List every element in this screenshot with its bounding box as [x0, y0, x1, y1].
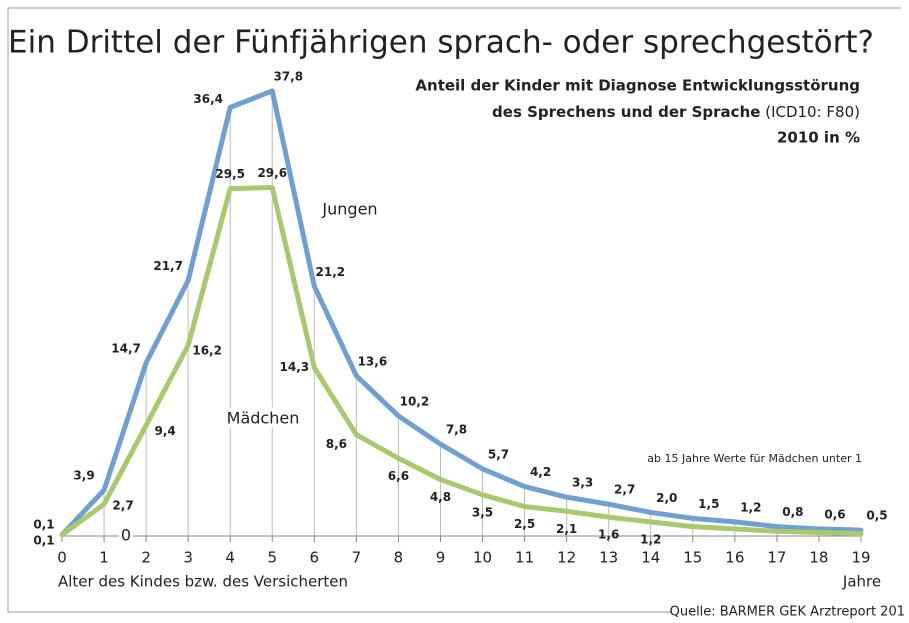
data-label: 2,7 — [112, 499, 133, 513]
data-label: 3,9 — [73, 469, 94, 483]
x-tick-label: 7 — [352, 549, 362, 567]
x-tick-label: 19 — [851, 549, 870, 567]
subtitle: des Sprechens und der Sprache — [492, 103, 760, 121]
x-tick-label: 1 — [99, 549, 109, 567]
x-tick-label: 16 — [725, 549, 744, 567]
x-tick-label: 4 — [225, 549, 235, 567]
data-label: 2,1 — [556, 522, 577, 536]
data-label: 10,2 — [400, 394, 430, 408]
x-axis-label: Alter des Kindes bzw. des Versicherten — [58, 573, 348, 591]
x-tick-label: 3 — [183, 549, 193, 567]
x-tick-label: 9 — [436, 549, 446, 567]
x-tick-label: 0 — [57, 549, 67, 567]
data-label: 0,8 — [782, 505, 803, 519]
x-tick-label: 13 — [599, 549, 618, 567]
series-label: Mädchen — [227, 409, 300, 428]
x-tick-label: 2 — [141, 549, 151, 567]
x-tick-label: 15 — [683, 549, 702, 567]
data-label: 16,2 — [192, 344, 222, 358]
x-axis-unit: Jahre — [842, 573, 881, 591]
data-label: 9,4 — [154, 424, 175, 438]
data-label: 21,2 — [316, 265, 346, 279]
data-label: 4,8 — [430, 490, 451, 504]
x-tick-label: 6 — [310, 549, 320, 567]
x-tick-label: 18 — [809, 549, 828, 567]
data-line — [59, 88, 864, 538]
data-label: 1,6 — [598, 528, 619, 542]
subtitle: 2010 in % — [777, 129, 860, 147]
data-label: 3,3 — [572, 476, 593, 490]
data-label: 0,1 — [33, 533, 54, 547]
data-label: 2,7 — [614, 483, 635, 497]
chart-title: Ein Drittel der Fünfjährigen sprach- ode… — [8, 25, 874, 61]
data-label: 4,2 — [530, 465, 551, 479]
data-label: 5,7 — [488, 447, 509, 461]
series-label: Jungen — [321, 200, 377, 219]
data-label: 0,1 — [33, 517, 54, 531]
data-label: 6,6 — [388, 469, 409, 483]
data-label: 8,6 — [326, 437, 347, 451]
source: Quelle: BARMER GEK Arztreport 201 — [670, 605, 905, 620]
data-label: 1,2 — [640, 532, 661, 546]
data-label: 36,4 — [193, 92, 223, 106]
data-label: 14,7 — [111, 341, 141, 355]
x-tick-label: 12 — [557, 549, 576, 567]
data-label: 29,5 — [215, 167, 245, 181]
y-tick-label: 0 — [121, 526, 131, 545]
x-tick-label: 8 — [394, 549, 404, 567]
data-label: 13,6 — [358, 354, 388, 368]
data-line — [59, 184, 864, 538]
data-label: 7,8 — [446, 423, 467, 437]
data-label: 2,0 — [656, 491, 677, 505]
data-label: 37,8 — [273, 69, 303, 83]
data-label: 29,6 — [257, 166, 287, 180]
data-label: 0,6 — [824, 507, 845, 521]
data-label: 21,7 — [153, 259, 183, 273]
x-tick-label: 5 — [267, 549, 277, 567]
frame — [7, 7, 901, 613]
data-label: 1,2 — [740, 500, 761, 514]
subtitle: des Sprechens und der Sprache (ICD10: F8… — [492, 103, 860, 121]
subtitle: Anteil der Kinder mit Diagnose Entwicklu… — [415, 77, 860, 95]
data-label: 0,5 — [866, 509, 887, 523]
x-tick-label: 17 — [767, 549, 786, 567]
annotation: ab 15 Jahre Werte für Mädchen unter 1 — [647, 452, 862, 465]
data-label: 2,5 — [514, 517, 535, 531]
data-label: 1,5 — [698, 497, 719, 511]
x-tick-label: 10 — [473, 549, 492, 567]
subtitle: (ICD10: F80) — [765, 103, 860, 121]
x-tick-label: 14 — [641, 549, 660, 567]
data-label: 3,5 — [472, 505, 493, 519]
data-label: 14,3 — [280, 360, 310, 374]
x-tick-label: 11 — [515, 549, 534, 567]
